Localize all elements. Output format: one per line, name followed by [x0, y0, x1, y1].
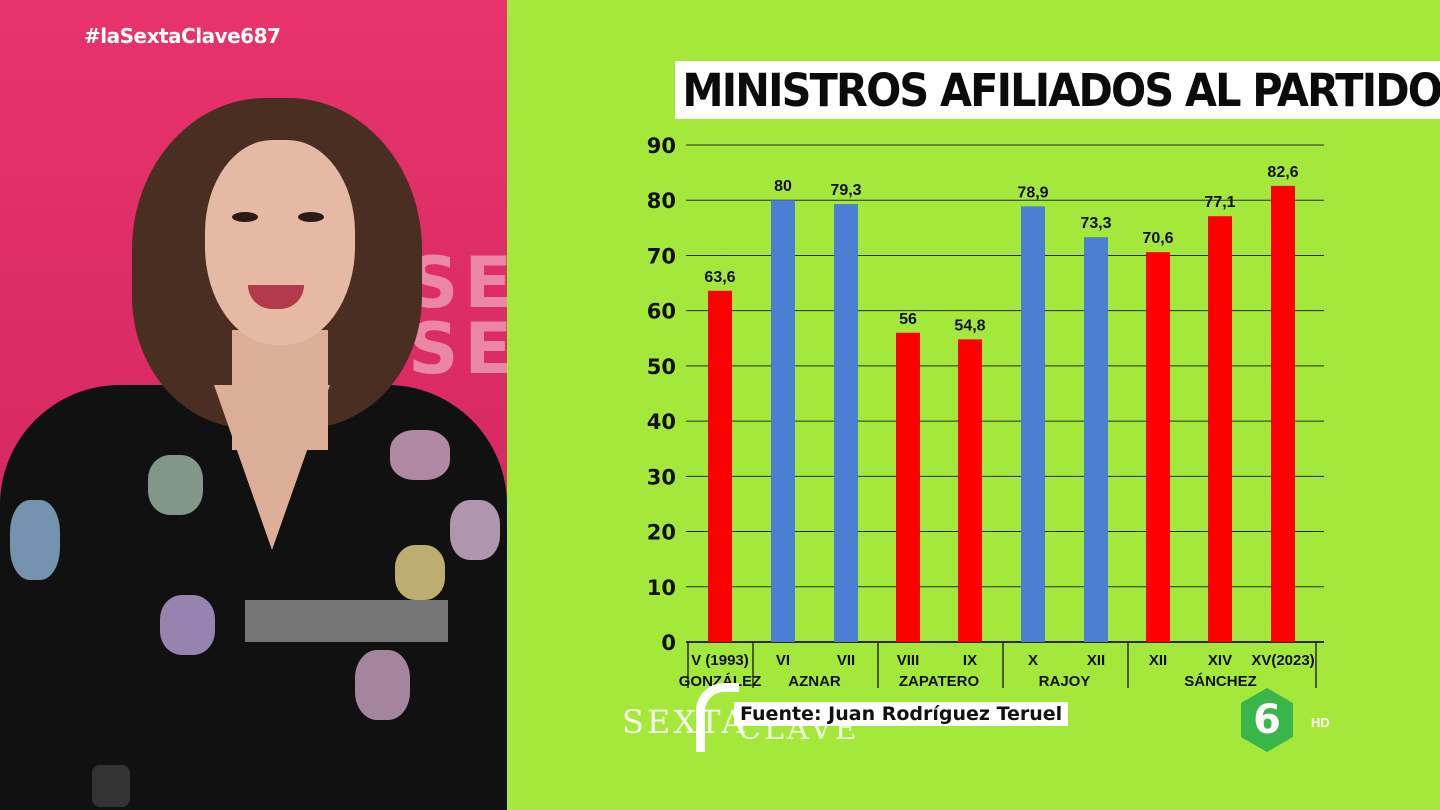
y-tick-label: 20: [647, 521, 676, 545]
background-letters-line: SEX: [408, 308, 507, 390]
background-letters-line: SEX: [408, 242, 507, 324]
chart-title: MINISTROS AFILIADOS AL PARTIDO: [675, 61, 1440, 119]
x-tick-label: VI: [776, 652, 790, 669]
shirt-pattern: [160, 595, 215, 655]
group-label: AZNAR: [788, 673, 841, 690]
y-tick-label: 0: [661, 631, 676, 655]
shirt-pattern: [355, 650, 410, 720]
y-tick-label: 70: [647, 244, 676, 268]
bar-value-label: 77,1: [1204, 194, 1235, 211]
y-tick-label: 50: [647, 355, 676, 379]
bar: [1208, 216, 1232, 642]
bar-value-label: 80: [774, 178, 792, 195]
bar: [834, 204, 858, 643]
shirt-pattern: [10, 500, 60, 580]
presenter-face: [205, 140, 355, 345]
x-tick-label: X: [1028, 652, 1038, 669]
presenter-neckline: [214, 385, 330, 550]
bar-value-label: 54,8: [954, 317, 985, 334]
x-tick-label: XII: [1149, 652, 1167, 669]
bar-value-label: 79,3: [830, 182, 861, 199]
hd-badge: HD: [1311, 715, 1330, 730]
x-tick-label: XIV: [1208, 652, 1232, 669]
y-tick-label: 30: [647, 465, 676, 489]
y-tick-label: 90: [647, 134, 676, 158]
x-tick-label: XII: [1087, 652, 1105, 669]
x-tick-label: VII: [837, 652, 855, 669]
bar: [1021, 206, 1045, 642]
y-tick-label: 10: [647, 576, 676, 600]
presenter-eye: [232, 212, 258, 222]
bar-value-label: 63,6: [704, 269, 735, 286]
background-letters: SEX SEX: [408, 242, 507, 390]
bar: [1084, 237, 1108, 642]
group-label: SÁNCHEZ: [1184, 673, 1257, 690]
hashtag: #laSextaClave687: [84, 24, 281, 48]
shirt-pattern: [390, 430, 450, 480]
bar: [1146, 252, 1170, 642]
source-caption: Fuente: Juan Rodríguez Teruel: [734, 702, 1069, 726]
x-tick-label: XV(2023): [1251, 652, 1314, 669]
bar: [708, 290, 732, 642]
y-tick-label: 80: [647, 189, 676, 213]
shirt-pattern: [148, 455, 203, 515]
program-logo-bracket: [696, 683, 739, 752]
x-tick-label: VIII: [897, 652, 920, 669]
bar: [958, 339, 982, 642]
group-label: RAJOY: [1039, 673, 1091, 690]
shirt-pattern: [450, 500, 500, 560]
bar: [1271, 185, 1295, 642]
presenter-panel: #laSextaClave687 SEX SEX: [0, 0, 507, 810]
x-tick-label: V (1993): [691, 652, 749, 669]
shirt-pattern: [395, 545, 445, 600]
group-label: ZAPATERO: [899, 673, 980, 690]
bar: [771, 200, 795, 642]
x-tick-label: IX: [963, 652, 977, 669]
group-label: GONZÁLEZ: [679, 673, 762, 690]
program-logo-part1: SEXTA: [622, 703, 748, 741]
y-tick-label: 60: [647, 300, 676, 324]
presenter-eye: [298, 212, 324, 222]
y-tick-label: 40: [647, 410, 676, 434]
channel-logo-symbol: 6: [1253, 697, 1281, 743]
bar-value-label: 56: [899, 311, 917, 328]
bar-value-label: 82,6: [1267, 164, 1298, 181]
bar-value-label: 73,3: [1080, 215, 1111, 232]
watch: [92, 765, 130, 807]
bar: [896, 332, 920, 642]
bar-value-label: 78,9: [1017, 184, 1048, 201]
bar-value-label: 70,6: [1142, 230, 1173, 247]
lasexta-logo-icon: 6: [1241, 688, 1293, 752]
blurred-box: [245, 600, 448, 642]
